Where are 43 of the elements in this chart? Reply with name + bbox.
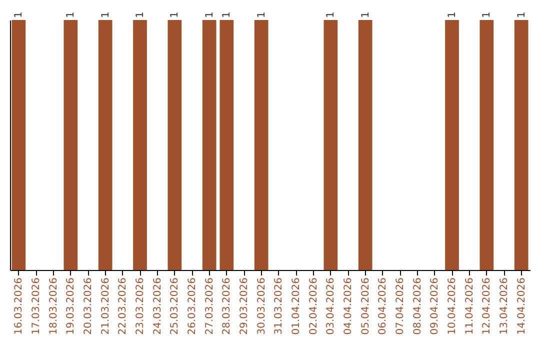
x-tick-label: 22.03.2026 xyxy=(118,278,129,335)
data-label: 1 xyxy=(135,12,146,18)
data-label: 1 xyxy=(204,12,216,18)
x-tick-label: 05.04.2026 xyxy=(360,278,372,335)
x-tick-label: 16.03.2026 xyxy=(14,278,25,335)
x-tick-label: 26.03.2026 xyxy=(187,278,198,335)
x-tick-label: 02.04.2026 xyxy=(308,278,320,335)
x-tick-label: 30.03.2026 xyxy=(256,278,268,335)
x-tick-label: 21.03.2026 xyxy=(100,278,112,335)
x-tick-label: 13.04.2026 xyxy=(499,278,510,335)
data-label: 1 xyxy=(256,12,268,18)
x-tick-label: 18.03.2026 xyxy=(48,278,60,335)
x-tick-label: 04.04.2026 xyxy=(343,278,354,335)
x-tick-label: 19.03.2026 xyxy=(66,278,77,335)
data-label: 1 xyxy=(66,12,77,18)
x-tick-label: 09.04.2026 xyxy=(430,278,441,335)
data-label: 1 xyxy=(14,12,25,18)
data-label: 1 xyxy=(516,12,528,18)
x-tick-label: 01.04.2026 xyxy=(291,278,302,335)
x-tick-label: 24.03.2026 xyxy=(152,278,164,335)
x-tick-label: 27.03.2026 xyxy=(204,278,216,335)
data-label: 1 xyxy=(482,12,493,18)
x-tick-label: 14.04.2026 xyxy=(516,278,528,335)
x-tick-label: 28.03.2026 xyxy=(222,278,233,335)
data-label: 1 xyxy=(100,12,112,18)
x-tick-label: 07.04.2026 xyxy=(395,278,406,335)
data-label: 1 xyxy=(222,12,233,18)
x-tick-label: 29.03.2026 xyxy=(239,278,250,335)
x-tick-label: 06.04.2026 xyxy=(378,278,389,335)
data-label: 1 xyxy=(326,12,337,18)
x-tick-label: 17.03.2026 xyxy=(31,278,42,335)
x-tick-label: 11.04.2026 xyxy=(464,278,476,335)
x-tick-label: 31.03.2026 xyxy=(274,278,285,335)
x-tick-label: 12.04.2026 xyxy=(482,278,493,335)
x-tick-label: 23.03.2026 xyxy=(135,278,146,335)
x-tick-label: 20.03.2026 xyxy=(83,278,94,335)
data-label: 1 xyxy=(447,12,458,18)
x-tick-label: 25.03.2026 xyxy=(170,278,181,335)
x-tick-label: 03.04.2026 xyxy=(326,278,337,335)
x-tick-label: 08.04.2026 xyxy=(412,278,424,335)
data-label: 1 xyxy=(170,12,181,18)
x-tick-label: 10.04.2026 xyxy=(447,278,458,335)
data-label: 1 xyxy=(360,12,372,18)
